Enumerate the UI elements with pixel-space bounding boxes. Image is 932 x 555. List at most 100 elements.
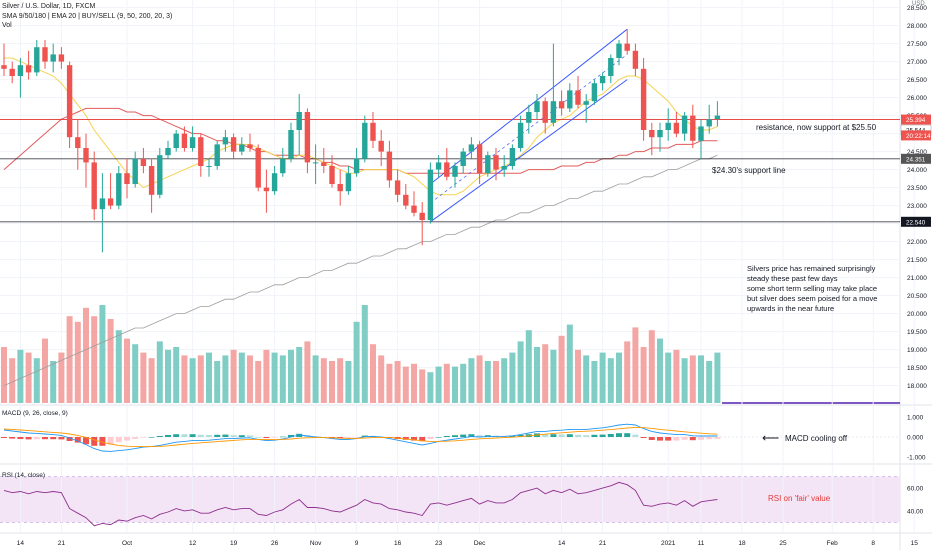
rsi-tick-label: 60.00 [907, 486, 924, 493]
candle-body [91, 162, 97, 210]
macd-histogram-bar [632, 434, 639, 437]
macd-title: MACD (9, 26, close, 9) [2, 410, 68, 417]
macd-histogram-bar [714, 437, 721, 439]
macd-histogram-bar [288, 435, 294, 437]
sma50-line [3, 107, 718, 174]
candle-body [75, 137, 81, 148]
volume-bar [296, 347, 303, 403]
macd-histogram-bar [17, 437, 24, 439]
macd-histogram-bar [66, 437, 73, 441]
candle-body [345, 173, 352, 192]
candle-body [452, 166, 458, 177]
candle-body [567, 90, 573, 109]
candle-body [714, 115, 721, 120]
candle-body [386, 151, 393, 181]
time-tick-label: 14 [17, 540, 25, 547]
macd-histogram-bar [74, 437, 81, 443]
macd-histogram-bar [640, 437, 647, 438]
volume-bar [599, 352, 606, 403]
currency-label: USD [912, 1, 925, 7]
volume-bar [534, 347, 540, 403]
grid [0, 0, 915, 533]
candle-body [411, 205, 417, 213]
macd-histogram-bar [279, 436, 286, 438]
indicator-legend: SMA 9/50/180 | EMA 20 | BUY/SELL (9, 50,… [2, 13, 173, 20]
candle-body [148, 166, 155, 195]
volume-bar [173, 347, 180, 403]
candle-body [534, 101, 540, 112]
macd-histogram-bar [91, 437, 98, 446]
macd-histogram-bar [255, 437, 262, 438]
macd-histogram-bar [591, 434, 598, 437]
horizontal-lines [0, 119, 900, 223]
volume-bar [222, 355, 229, 403]
macd-histogram-bar [345, 437, 352, 438]
candle-body [681, 115, 688, 134]
price-tag-box [901, 153, 931, 164]
candle-body [640, 68, 647, 130]
volume-bar [263, 349, 270, 403]
candle-body [1, 65, 7, 69]
candle-body [132, 158, 138, 184]
macd-histogram-bar [402, 437, 409, 440]
time-tick-label: Oct [122, 540, 132, 547]
time-tick-label: Dec [474, 540, 486, 547]
macd-histogram-bar [165, 435, 171, 437]
candle-body [329, 166, 335, 184]
volume-bar [509, 352, 516, 403]
price-tick-label: 27.000 [907, 59, 927, 66]
candle-body [517, 122, 524, 148]
volume-bar [25, 352, 32, 403]
macd-histogram-bar [230, 435, 237, 437]
commentary-line-3: some short term selling may take place [747, 284, 877, 293]
macd-histogram-bar [1, 437, 7, 438]
volume-bar [58, 352, 65, 403]
volume-bar [566, 324, 573, 403]
candle-body [189, 137, 196, 148]
volume-bar [165, 349, 171, 403]
candle-body [25, 65, 32, 73]
volume-bar [624, 341, 631, 403]
candle-body [124, 173, 130, 184]
macd-indicator [0, 423, 900, 452]
candle-body [206, 166, 212, 167]
candle-body [107, 198, 114, 206]
candle-body [509, 148, 516, 166]
candle-body [485, 155, 491, 174]
price-tick-label: 24.000 [907, 167, 927, 174]
volume-bar [673, 349, 680, 403]
time-tick-label: 2021 [661, 540, 676, 547]
volume-bar [288, 349, 294, 403]
volume-bar [476, 355, 483, 403]
volume-bar [632, 327, 639, 403]
candle-body [304, 112, 311, 163]
volume-bar [33, 358, 40, 403]
macd-histogram-bar [206, 435, 212, 437]
macd-histogram-bar [427, 437, 434, 439]
volume-bar [66, 316, 73, 403]
macd-histogram-bar [689, 437, 696, 441]
chart-title: Silver / U.S. Dollar, 1D, FXCM [2, 3, 96, 10]
candlesticks [1, 29, 721, 253]
macd-histogram-bar [263, 437, 270, 438]
macd-histogram-bar [83, 437, 89, 445]
macd-histogram-bar [181, 434, 188, 437]
candle-body [394, 180, 401, 195]
price-tick-label: 21.000 [907, 275, 927, 282]
macd-histogram-bar [42, 437, 48, 440]
volume-bar [124, 338, 130, 403]
volume-bar [189, 358, 196, 403]
macd-histogram-bar [173, 434, 180, 437]
sma180-line [3, 154, 718, 386]
macd-histogram-bar [517, 435, 524, 437]
volume-bar [271, 352, 278, 403]
volume-bar [214, 361, 221, 403]
candle-body [698, 126, 704, 141]
volume-bar [238, 352, 245, 403]
rsi-annotation: RSI on 'fair' value [768, 494, 831, 503]
volume-bar [197, 355, 204, 403]
commentary-line-1: Silvers price has remained surprisingly [747, 264, 876, 273]
